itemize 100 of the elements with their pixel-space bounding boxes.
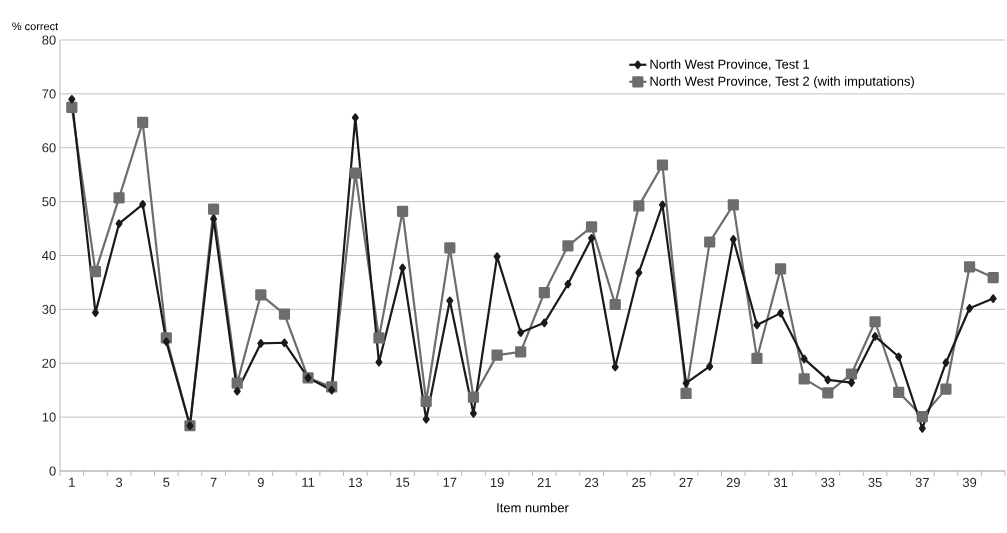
y-axis-title: % correct [12, 22, 59, 31]
point [278, 308, 291, 320]
point [89, 266, 102, 278]
point [824, 375, 832, 385]
point [469, 409, 477, 418]
point [351, 113, 359, 122]
point [113, 192, 125, 204]
point [963, 261, 976, 273]
x-tick-label: 37 [915, 477, 929, 487]
y-tick-label: 60 [42, 143, 56, 153]
point [774, 263, 787, 275]
point [538, 287, 550, 299]
point [257, 339, 265, 348]
point [798, 373, 810, 385]
x-tick-label: 1 [69, 477, 75, 487]
point [588, 233, 596, 243]
point [895, 352, 903, 362]
point [609, 298, 621, 311]
point [869, 316, 881, 328]
x-tick-label: 21 [537, 477, 551, 487]
point [280, 338, 288, 348]
point [396, 205, 409, 217]
point [207, 203, 220, 215]
x-tick-label: 15 [396, 477, 410, 487]
point [847, 378, 855, 387]
y-tick-label: 30 [42, 304, 56, 314]
point [729, 235, 737, 244]
point [585, 221, 598, 233]
y-tick-label: 0 [49, 466, 56, 476]
point [139, 200, 147, 209]
point [373, 332, 385, 344]
point [231, 377, 243, 389]
x-tick-label: 5 [163, 477, 170, 487]
point [751, 352, 763, 364]
y-tick-label: 70 [42, 89, 56, 99]
point [420, 395, 432, 408]
y-tick-label: 10 [42, 412, 56, 422]
point [680, 387, 692, 400]
point [987, 271, 999, 284]
point [540, 318, 548, 328]
x-tick-label: 19 [490, 477, 504, 487]
point [871, 332, 879, 341]
x-tick-label: 39 [962, 477, 977, 487]
point [562, 240, 574, 252]
point [635, 268, 643, 278]
point [682, 378, 690, 388]
legend-label: North West Province, Test 2 (with imputations) [650, 76, 914, 89]
point [444, 242, 456, 254]
x-tick-label: 3 [115, 477, 123, 487]
point [328, 385, 336, 395]
x-axis-title: Item number [497, 502, 569, 513]
y-tick-label: 20 [42, 358, 56, 368]
point [893, 386, 905, 398]
point [727, 199, 739, 211]
point [517, 328, 525, 337]
point [656, 159, 669, 171]
x-tick-label: 27 [679, 477, 693, 487]
x-tick-label: 9 [257, 477, 264, 487]
point [940, 383, 952, 395]
x-tick-label: 29 [726, 477, 740, 487]
point [704, 236, 716, 248]
point [66, 101, 78, 113]
point [633, 200, 645, 212]
point [162, 337, 170, 346]
x-tick-label: 33 [821, 477, 835, 487]
x-tick-label: 11 [302, 477, 315, 487]
point [564, 279, 572, 289]
point [493, 252, 501, 261]
point [706, 362, 714, 371]
point [68, 94, 76, 104]
point [845, 368, 858, 380]
point [777, 308, 785, 318]
x-tick-label: 31 [773, 477, 788, 487]
x-tick-label: 13 [349, 477, 362, 487]
point [822, 387, 834, 399]
point [515, 346, 527, 358]
point [115, 219, 123, 228]
point [491, 349, 503, 361]
point [467, 391, 480, 403]
point [137, 116, 149, 129]
x-tick-label: 25 [632, 477, 646, 487]
point [255, 289, 267, 301]
x-tick-label: 17 [443, 477, 457, 487]
point [918, 424, 926, 433]
x-tick-label: 35 [868, 477, 882, 487]
point [942, 358, 950, 367]
point [966, 303, 974, 313]
point [989, 294, 997, 303]
x-tick-label: 23 [585, 477, 599, 487]
point [233, 386, 241, 396]
point [91, 308, 99, 317]
point [753, 320, 761, 330]
y-tick-label: 50 [42, 197, 56, 207]
legend-label: North West Province, Test 1 [650, 59, 810, 71]
x-tick-label: 7 [210, 477, 217, 487]
point [800, 354, 808, 364]
point [349, 167, 361, 179]
point [375, 357, 383, 367]
point [916, 410, 928, 423]
y-tick-label: 80 [42, 35, 56, 45]
